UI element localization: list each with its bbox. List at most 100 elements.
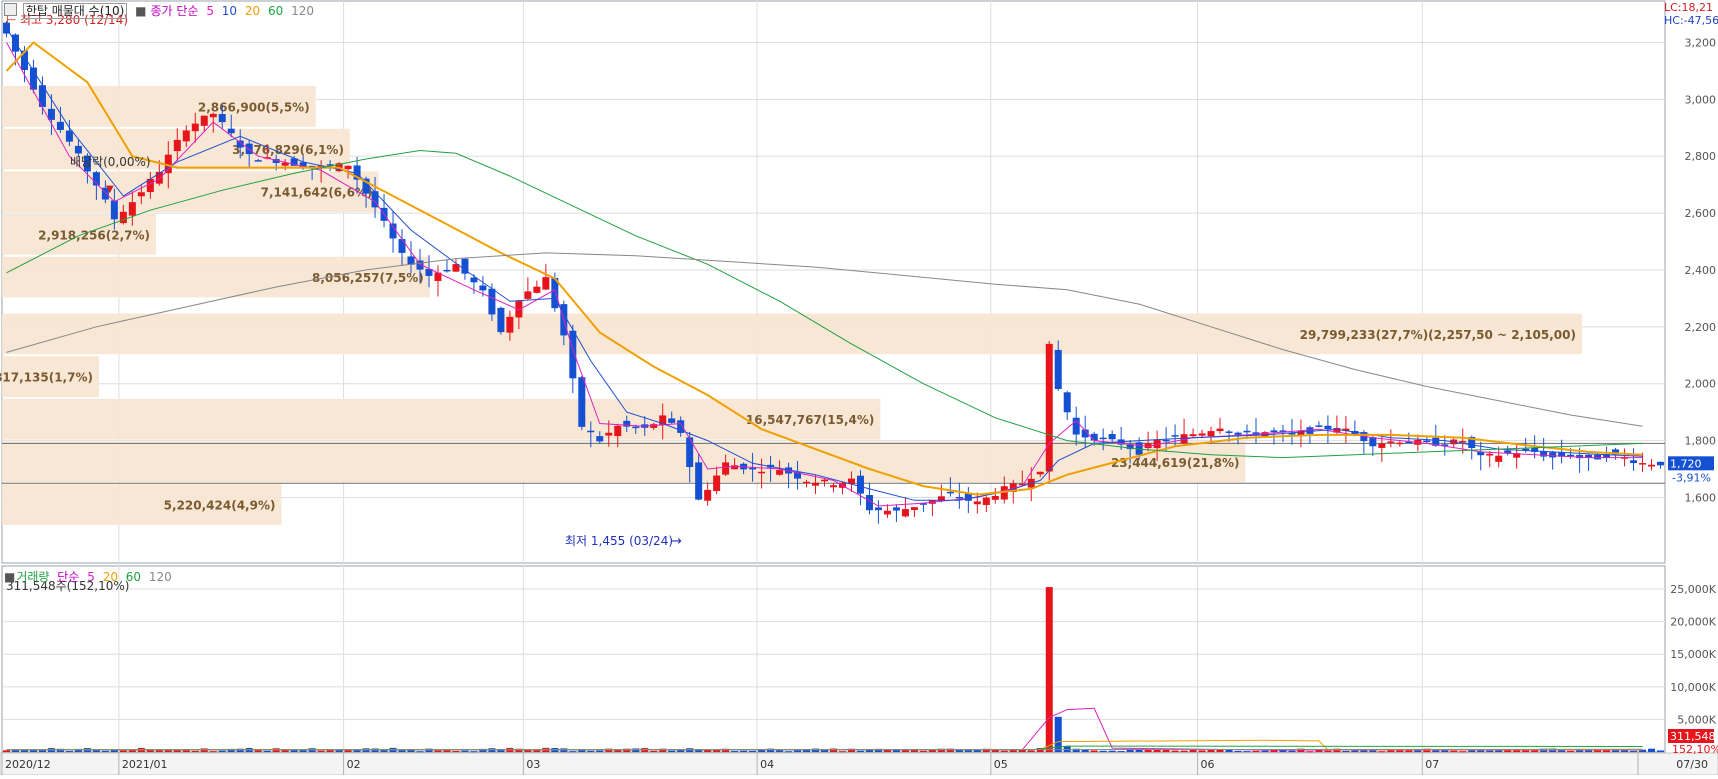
volume-bar — [155, 750, 163, 752]
candle-body — [254, 160, 262, 162]
candle-body — [1567, 454, 1575, 457]
dividend-label: 배당락(0,00%) — [70, 155, 151, 169]
dividend-marker-icon: ▼ — [106, 184, 114, 195]
candle-body — [614, 425, 622, 437]
candle-body — [1441, 444, 1449, 446]
candle-body — [1639, 463, 1647, 465]
candle-body — [182, 130, 190, 142]
volume-bar — [1594, 749, 1602, 752]
candle-body — [1423, 440, 1431, 443]
volume-bar — [749, 750, 757, 752]
candle-body — [434, 272, 442, 281]
candle-body — [1045, 343, 1053, 472]
price-ma-5: 5 — [206, 4, 214, 18]
candle-body — [533, 286, 541, 293]
volume-bar — [1567, 750, 1575, 752]
price-ma-120-line — [6, 252, 1643, 427]
candle-body — [236, 140, 244, 148]
candle-body — [371, 191, 379, 208]
volume-bar — [838, 751, 846, 753]
price-tick-label: 1,800 — [1685, 435, 1717, 448]
settings-icon[interactable] — [4, 3, 17, 16]
volume-bar — [443, 750, 451, 752]
candle-body — [1162, 439, 1170, 442]
candle-body — [1216, 428, 1224, 432]
volume-bar — [722, 748, 730, 752]
x-axis-strip — [0, 752, 1718, 776]
volume-bar — [1324, 750, 1332, 752]
volume-bar — [1468, 749, 1476, 752]
price-tick-label: 2,600 — [1685, 207, 1717, 220]
candle-body — [1081, 429, 1089, 438]
volume-bar — [892, 749, 900, 752]
candle-body — [1405, 441, 1413, 444]
volume-bar — [416, 751, 424, 753]
volume-bar — [1450, 750, 1458, 752]
candle-body — [1144, 443, 1152, 449]
candle-body — [1513, 453, 1521, 458]
candle-body — [1090, 433, 1098, 441]
candle-body — [749, 467, 757, 470]
volume-profile-label: 8,056,257(7,5%) — [312, 271, 424, 285]
candle-body — [1234, 432, 1242, 435]
volume-panel-frame — [1, 565, 1666, 753]
candle-body — [1252, 432, 1260, 435]
candle-body — [362, 178, 370, 194]
candle-body — [551, 278, 559, 309]
candle-body — [1486, 453, 1494, 456]
low-label: 최저 1,455 (03/24) — [565, 534, 673, 548]
price-legend-title[interactable]: 한탑 매물대 수(10) — [22, 3, 128, 19]
volume-bar — [964, 750, 972, 752]
volume-bar — [1018, 749, 1026, 752]
high-label: 최고 3,280 (12/14) — [20, 13, 128, 27]
volume-profile-label: 2,918,256(2,7%) — [38, 228, 150, 242]
volume-bar — [1126, 748, 1134, 752]
volume-bar — [910, 749, 918, 752]
volume-bar — [290, 749, 298, 752]
volume-ma-120: 120 — [148, 570, 172, 584]
volume-bar — [452, 750, 460, 752]
candle-body — [479, 285, 487, 291]
candle-body — [398, 239, 406, 253]
candle-body — [1054, 349, 1062, 390]
candle-body — [821, 479, 829, 482]
volume-bar — [209, 751, 217, 753]
candle-body — [146, 178, 154, 192]
volume-bar — [1135, 749, 1143, 752]
volume-bar — [937, 748, 945, 752]
volume-bar — [1360, 749, 1368, 752]
candle-body — [1558, 452, 1566, 457]
candle-body — [1576, 454, 1584, 459]
price-tick-label: 3,200 — [1685, 36, 1717, 49]
candle-body — [1585, 454, 1593, 459]
volume-bar — [146, 749, 154, 752]
volume-bar — [1234, 750, 1242, 752]
volume-bar — [119, 750, 127, 752]
volume-bar — [1288, 750, 1296, 752]
volume-profile-bar — [2, 313, 1582, 355]
volume-bar — [182, 749, 190, 752]
candle-body — [776, 470, 784, 475]
candle-body — [695, 462, 703, 500]
candle-body — [901, 509, 909, 517]
volume-bar — [1531, 749, 1539, 752]
candle-body — [137, 192, 145, 197]
candle-body — [272, 159, 280, 164]
volume-bar — [1396, 749, 1404, 752]
candle-body — [830, 485, 837, 488]
candle-body — [847, 478, 855, 485]
volume-bar — [20, 749, 28, 752]
candle-body — [596, 436, 604, 442]
candle-body — [1648, 464, 1656, 467]
candle-body — [101, 187, 109, 200]
volume-bar — [767, 748, 775, 752]
candle-body — [1657, 461, 1665, 466]
candle-body — [110, 200, 118, 220]
candle-body — [569, 330, 577, 379]
volume-bar — [803, 749, 811, 752]
volume-bar — [299, 750, 307, 752]
candle-body — [1468, 437, 1476, 448]
candle-body — [1108, 434, 1116, 440]
x-tick-label: 02 — [347, 758, 361, 771]
volume-legend-title[interactable]: 거래량 — [16, 570, 50, 584]
